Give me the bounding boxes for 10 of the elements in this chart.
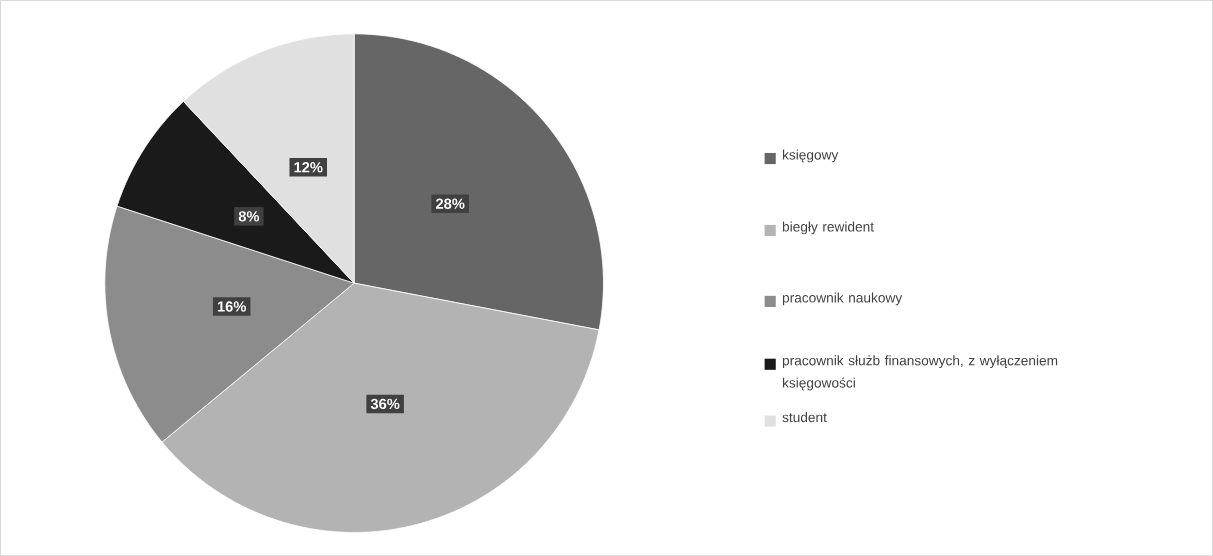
data-label: 12% <box>294 161 323 173</box>
legend-label: księgowy <box>782 149 839 163</box>
data-label: 8% <box>238 211 260 222</box>
legend-label: pracownik naukowy <box>782 292 903 306</box>
legend-label: student <box>782 411 827 423</box>
data-label: 28% <box>435 198 465 209</box>
data-label: 16% <box>217 301 246 312</box>
legend-label: biegły rewident <box>782 221 874 235</box>
legend-label: pracownik służb finansowych, z wyłączeniem księgowości <box>782 355 1058 391</box>
data-label: 36% <box>370 398 400 410</box>
